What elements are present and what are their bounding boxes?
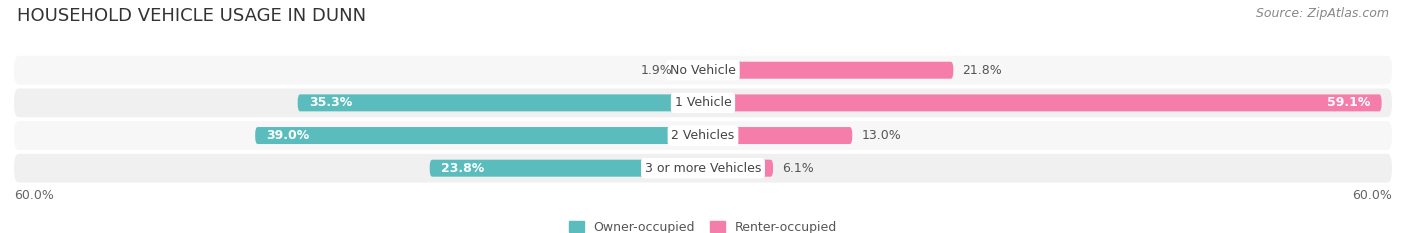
FancyBboxPatch shape [703, 127, 852, 144]
Text: 1.9%: 1.9% [640, 64, 672, 77]
Text: 60.0%: 60.0% [1353, 189, 1392, 202]
Text: 39.0%: 39.0% [267, 129, 309, 142]
Text: 21.8%: 21.8% [963, 64, 1002, 77]
FancyBboxPatch shape [703, 160, 773, 177]
FancyBboxPatch shape [703, 62, 953, 79]
Text: 2 Vehicles: 2 Vehicles [672, 129, 734, 142]
FancyBboxPatch shape [430, 160, 703, 177]
FancyBboxPatch shape [703, 94, 1382, 111]
Text: 6.1%: 6.1% [782, 162, 814, 175]
FancyBboxPatch shape [14, 121, 1392, 150]
Text: 59.1%: 59.1% [1327, 96, 1369, 109]
Text: 60.0%: 60.0% [14, 189, 53, 202]
Text: 3 or more Vehicles: 3 or more Vehicles [645, 162, 761, 175]
Text: HOUSEHOLD VEHICLE USAGE IN DUNN: HOUSEHOLD VEHICLE USAGE IN DUNN [17, 7, 366, 25]
FancyBboxPatch shape [14, 154, 1392, 183]
Text: No Vehicle: No Vehicle [671, 64, 735, 77]
FancyBboxPatch shape [14, 89, 1392, 117]
Text: Source: ZipAtlas.com: Source: ZipAtlas.com [1256, 7, 1389, 20]
FancyBboxPatch shape [14, 56, 1392, 85]
Text: 13.0%: 13.0% [862, 129, 901, 142]
Text: 35.3%: 35.3% [309, 96, 353, 109]
Legend: Owner-occupied, Renter-occupied: Owner-occupied, Renter-occupied [568, 221, 838, 233]
FancyBboxPatch shape [256, 127, 703, 144]
FancyBboxPatch shape [298, 94, 703, 111]
Text: 1 Vehicle: 1 Vehicle [675, 96, 731, 109]
Text: 23.8%: 23.8% [441, 162, 485, 175]
FancyBboxPatch shape [681, 62, 703, 79]
